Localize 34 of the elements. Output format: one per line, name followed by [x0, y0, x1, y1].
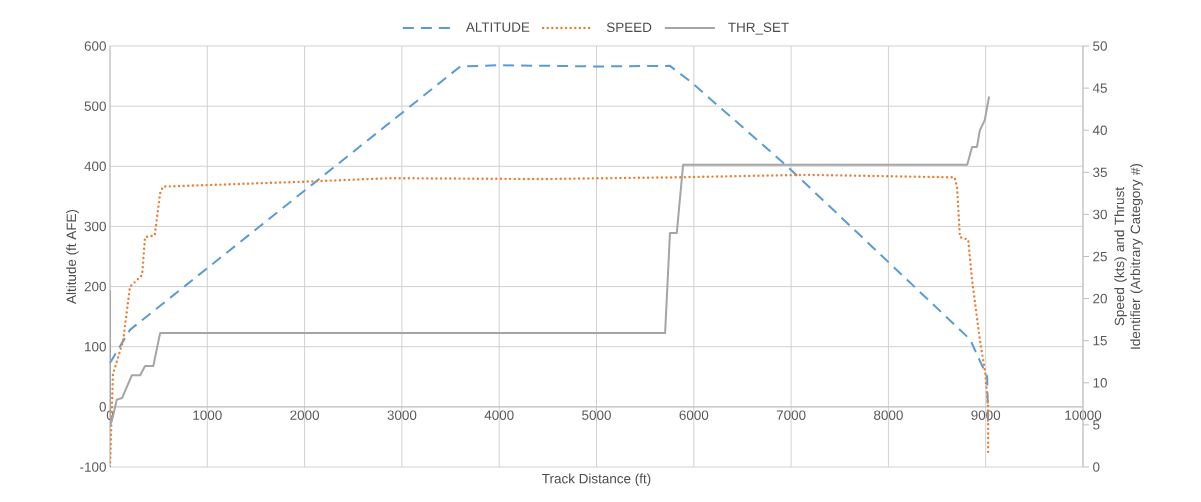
y2-tick-label: 45: [1092, 83, 1107, 93]
y-tick-label: -100: [80, 462, 106, 472]
legend-label: ALTITUDE: [465, 22, 530, 32]
y-tick-label: 100: [85, 341, 106, 352]
y-tick-label: 300: [84, 221, 106, 232]
y2-tick-label: 35: [1093, 167, 1107, 178]
y-tick-label: 0: [99, 402, 106, 412]
x-tick-label: 4000: [484, 410, 514, 420]
y-tick-label: 400: [84, 161, 106, 172]
y2-tick-label: 5: [1093, 420, 1100, 430]
y-tick-label: 500: [84, 101, 106, 111]
x-tick-label: 3000: [387, 410, 417, 420]
y2-tick-label: 30: [1093, 209, 1107, 220]
y2-axis-title: Speed (kts) and Thrust Identifier (Arbitrary Category #): [1114, 163, 1143, 349]
y2-tick-label: 15: [1093, 336, 1107, 346]
y2-tick-label: 20: [1093, 293, 1107, 304]
y2-tick-label: 50: [1093, 41, 1107, 51]
y2-tick-label: 0: [1093, 462, 1100, 472]
y2-tick-label: 25: [1093, 251, 1107, 262]
x-tick-label: 10000: [1065, 410, 1102, 420]
y-tick-label: 200: [84, 281, 106, 292]
y2-tick-label: 40: [1092, 125, 1107, 135]
y-tick-label: 600: [84, 41, 106, 51]
x-tick-label: 5000: [582, 410, 611, 420]
y-axis-title: Altitude (ft AFE): [66, 209, 79, 304]
legend-label: SPEED: [606, 22, 652, 33]
x-tick-label: 2000: [290, 410, 320, 420]
x-axis-title: Track Distance (ft): [542, 473, 651, 487]
x-tick-label: 7000: [776, 410, 806, 420]
y2-tick-label: 10: [1093, 378, 1107, 388]
x-tick-label: 1000: [193, 410, 222, 420]
x-tick-label: 8000: [874, 410, 903, 420]
legend-label: THR_SET: [728, 22, 789, 35]
x-tick-label: 6000: [679, 410, 709, 420]
